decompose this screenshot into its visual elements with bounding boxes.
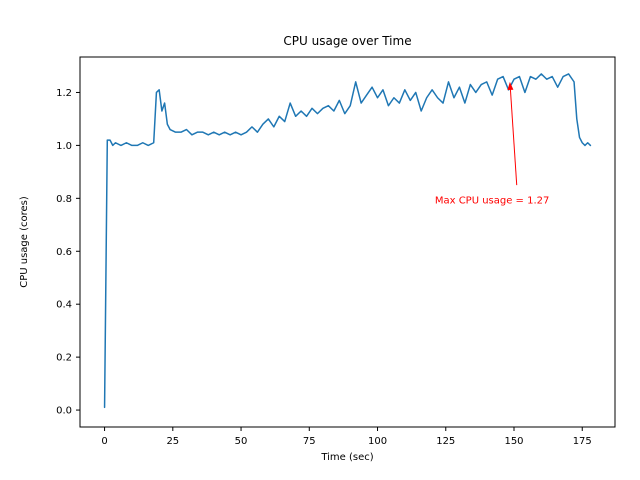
- y-tick-label: 0.8: [56, 194, 72, 205]
- y-tick-label: 1.0: [56, 141, 72, 152]
- x-tick-label: 175: [573, 436, 592, 447]
- x-tick-label: 75: [303, 436, 316, 447]
- x-tick-label: 100: [368, 436, 387, 447]
- y-tick-label: 0.2: [56, 353, 72, 364]
- axes-spines: [79, 56, 616, 428]
- y-tick-label: 0.0: [56, 406, 72, 417]
- annotation-text: Max CPU usage = 1.27: [435, 196, 550, 207]
- y-tick-label: 1.2: [56, 88, 72, 99]
- annotation-arrow-line: [509, 83, 518, 186]
- y-axis-label: CPU usage (cores): [19, 196, 30, 288]
- chart-title: CPU usage over Time: [283, 34, 411, 48]
- y-tick-label: 0.6: [56, 247, 72, 258]
- x-tick-label: 125: [436, 436, 455, 447]
- x-tick-label: 25: [166, 436, 179, 447]
- y-tick-label: 0.4: [56, 300, 72, 311]
- cpu-usage-line: [103, 73, 592, 409]
- x-axis-label: Time (sec): [320, 452, 373, 463]
- x-tick-label: 0: [101, 436, 107, 447]
- x-tick-label: 50: [235, 436, 248, 447]
- x-tick-label: 150: [504, 436, 523, 447]
- annotation-arrow-head: [507, 81, 514, 91]
